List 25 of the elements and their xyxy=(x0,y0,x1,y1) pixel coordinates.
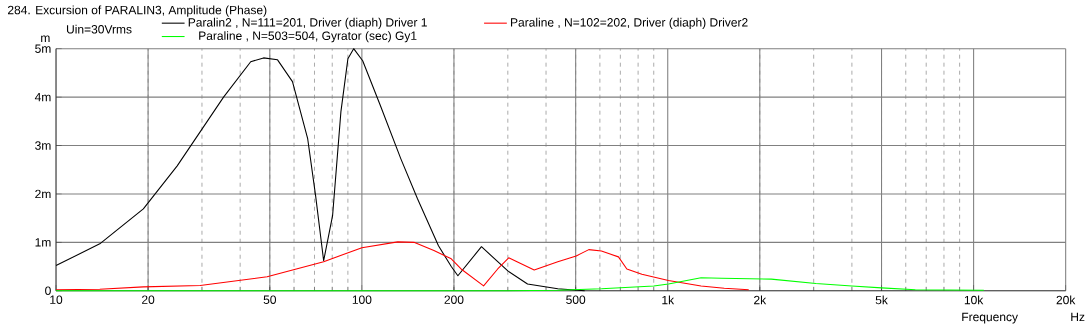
x-tick-label: 500 xyxy=(566,295,586,304)
x-tick-label: 2k xyxy=(754,295,767,304)
y-tick-label: 2m xyxy=(35,189,51,198)
chart-title: 284. Excursion of PARALIN3, Amplitude (Phase) xyxy=(7,5,267,17)
x-axis-title: Frequency xyxy=(962,312,1018,324)
y-axis-title: m xyxy=(41,35,50,42)
y-tick-label: 3m xyxy=(35,141,51,150)
x-tick-label: 1k xyxy=(662,295,675,304)
y-tick-label: 5m xyxy=(35,44,51,53)
legend-label: Paraline , N=503=504, Gyrator (sec) Gy1 xyxy=(199,30,417,43)
x-tick-label: 10k xyxy=(964,295,984,305)
x-tick-label: 100 xyxy=(352,295,372,304)
text: Uin=30Vrms xyxy=(66,24,132,34)
text: Hz xyxy=(1071,312,1085,321)
legend-label: Paraline , N=102=202, Driver (diaph) Driver2 xyxy=(511,17,748,29)
y-tick-label: 4m xyxy=(34,92,51,102)
legend-label: Paralin2 , N=111=201, Driver (diaph) Driver 1 xyxy=(188,17,427,29)
x-tick-label: 10 xyxy=(50,295,63,304)
x-tick-label: 20k xyxy=(1056,295,1076,305)
x-tick-label: 200 xyxy=(444,295,464,304)
x-tick-label: 5k xyxy=(875,295,888,305)
y-tick-label: 0 xyxy=(45,286,51,295)
x-tick-label: 50 xyxy=(263,295,277,304)
y-tick-label: 1m xyxy=(35,237,51,247)
x-tick-label: 20 xyxy=(142,295,155,304)
